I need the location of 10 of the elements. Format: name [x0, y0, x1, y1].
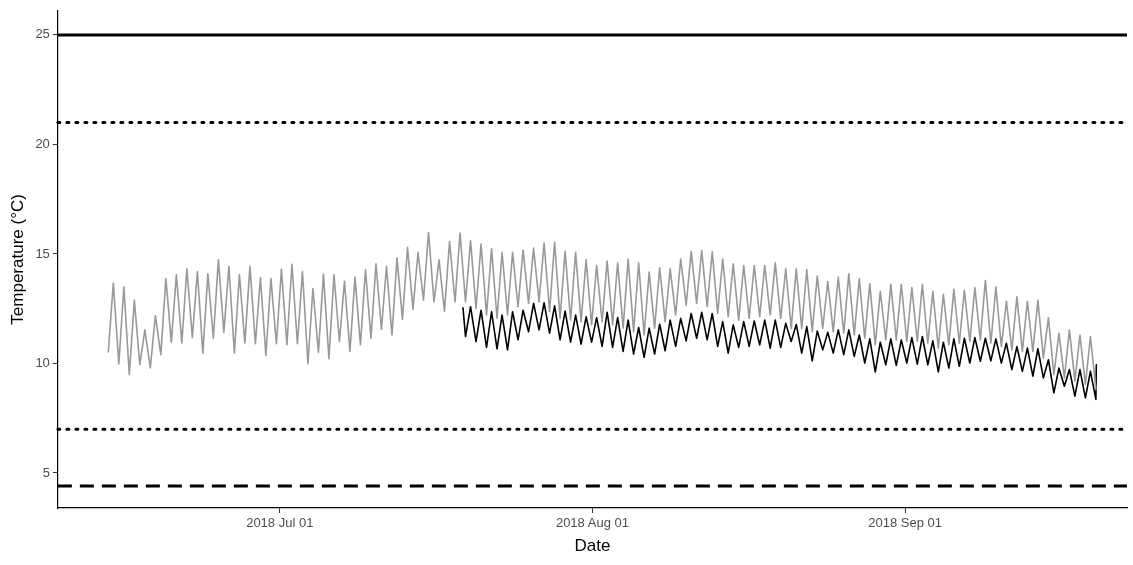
- y-tick-label: 10: [35, 355, 50, 371]
- y-axis-title: Temperature (°C): [7, 194, 27, 325]
- x-axis-title: Date: [574, 536, 611, 556]
- y-tick-label: 25: [35, 26, 50, 42]
- y-tick-label: 15: [35, 245, 50, 261]
- y-tick-label: 5: [42, 464, 50, 480]
- x-tick-label: 2018 Sep 01: [868, 515, 942, 531]
- y-tick-label: 20: [35, 135, 50, 151]
- x-tick-label: 2018 Aug 01: [555, 515, 629, 531]
- x-tick-label: 2018 Jul 01: [246, 515, 314, 531]
